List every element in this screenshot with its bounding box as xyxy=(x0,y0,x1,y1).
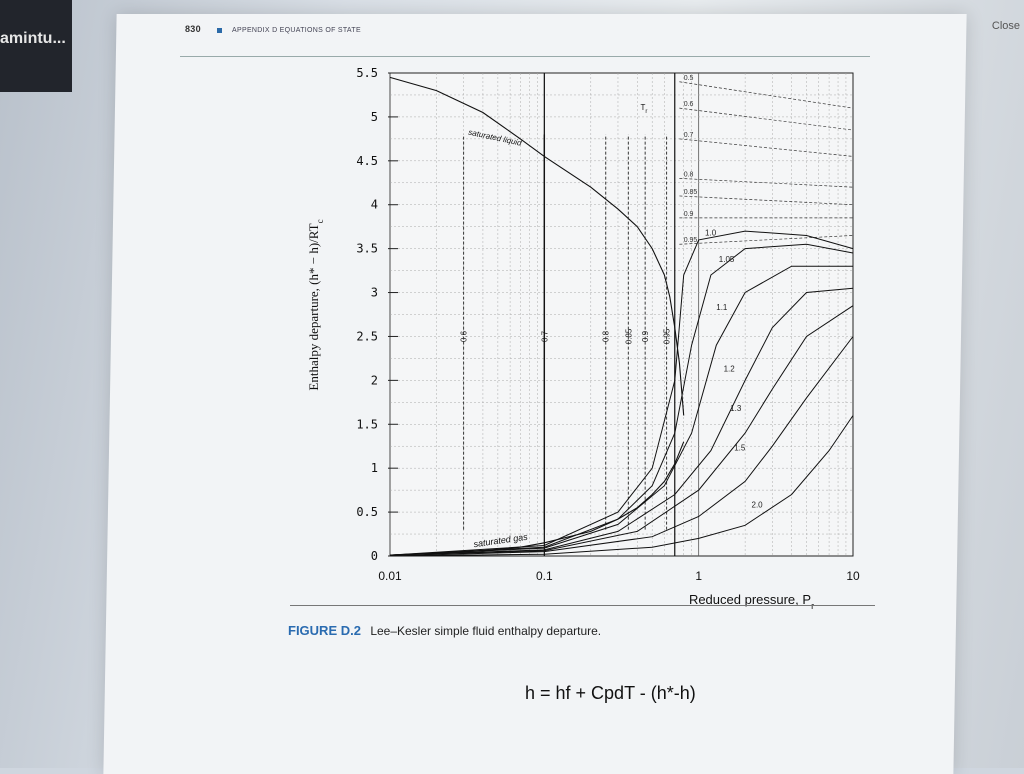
supercritical-isotherm-label: 1.2 xyxy=(724,365,736,374)
handwritten-equation: h = hf + CpdT - (h*-h) xyxy=(525,683,696,703)
y-tick-label: 2.5 xyxy=(356,329,378,343)
y-tick-label: 2 xyxy=(371,373,378,387)
liquid-isotherm-tr-0.7 xyxy=(679,138,854,157)
figure-number: FIGURE D.2 xyxy=(288,623,361,638)
isotherm-curve-tr-1.3 xyxy=(389,305,854,556)
x-tick-label: 0.01 xyxy=(378,569,402,583)
isotherm-label: 0.95 xyxy=(663,328,672,344)
liquid-isotherm-label: 0.9 xyxy=(684,211,694,218)
app-tab-label: amintu... xyxy=(0,30,66,47)
liquid-isotherm-tr-0.8 xyxy=(679,178,854,188)
supercritical-isotherm-label: 1.3 xyxy=(730,404,742,413)
isotherm-curve-tr-1.5 xyxy=(389,336,854,557)
liquid-isotherm-label: 0.85 xyxy=(684,189,698,196)
isotherm-curve-tr-1.2 xyxy=(389,287,854,556)
running-header: 830 APPENDIX D EQUATIONS OF STATE xyxy=(185,24,361,34)
liquid-isotherm-tr-0.85 xyxy=(679,195,854,206)
liquid-isotherm-tr-0.95 xyxy=(679,235,854,245)
header-square-icon xyxy=(217,27,223,33)
liquid-isotherm-tr-0.6 xyxy=(679,107,854,131)
y-tick-label: 1.5 xyxy=(356,417,378,431)
header-title: APPENDIX D EQUATIONS OF STATE xyxy=(232,27,361,34)
isotherm-curve-tr-1.0 xyxy=(389,230,854,556)
figure-caption-text: Lee–Kesler simple fluid enthalpy departu… xyxy=(370,624,602,638)
supercritical-isotherm-label: 1.05 xyxy=(719,255,735,264)
isotherm-curve-tr-1.1 xyxy=(389,265,853,556)
x-tick-label: 0.1 xyxy=(536,569,553,583)
liquid-isotherm-label: 0.7 xyxy=(684,132,694,139)
liquid-isotherm-label: 0.6 xyxy=(684,101,694,108)
page-number: 830 xyxy=(185,24,201,34)
y-tick-label: 0.5 xyxy=(356,505,378,519)
x-tick-label: 10 xyxy=(846,569,860,583)
tr-symbol: Tr xyxy=(641,103,648,115)
caption-rule xyxy=(290,605,875,606)
isotherm-curve-tr-2.0 xyxy=(389,415,854,557)
x-axis-label: Reduced pressure, Pr xyxy=(689,592,814,611)
supercritical-isotherm-label: 2.0 xyxy=(752,501,764,510)
app-tab[interactable]: amintu... xyxy=(0,0,72,92)
liquid-isotherm-label: 0.5 xyxy=(684,75,694,82)
y-tick-label: 3 xyxy=(371,286,378,300)
x-axis-label-subscript: r xyxy=(811,601,814,611)
isotherm-label: 0.6 xyxy=(460,330,469,342)
close-button[interactable]: Close xyxy=(991,20,1020,32)
x-tick-label: 1 xyxy=(695,569,702,583)
y-axis-label-subscript: c xyxy=(315,219,325,223)
supercritical-isotherm-label: 1.1 xyxy=(716,303,728,312)
saturated-liquid-curve xyxy=(389,76,685,416)
liquid-isotherm-label: 0.8 xyxy=(684,171,694,178)
y-tick-label: 0 xyxy=(371,549,378,563)
figure-caption: FIGURE D.2 Lee–Kesler simple fluid entha… xyxy=(288,623,601,638)
isotherm-label: 0.8 xyxy=(602,330,611,342)
liquid-isotherm-tr-0.5 xyxy=(679,81,854,109)
y-tick-label: 3.5 xyxy=(356,242,378,256)
tr-symbol-subscript: r xyxy=(645,109,647,115)
isotherm-curve-tr-1.05 xyxy=(389,243,854,556)
y-tick-label: 4 xyxy=(371,198,378,212)
y-axis-label: Enthalpy departure, (h* − h)/RTc xyxy=(306,219,325,390)
isotherm-label: 0.9 xyxy=(641,330,650,342)
header-rule xyxy=(180,56,870,57)
y-tick-label: 4.5 xyxy=(356,154,378,168)
y-tick-label: 5 xyxy=(371,110,378,124)
y-tick-label: 1 xyxy=(371,461,378,475)
supercritical-isotherm-label: 1.5 xyxy=(734,444,746,453)
supercritical-isotherm-label: 1.0 xyxy=(705,228,717,237)
isotherm-label: 0.85 xyxy=(624,328,633,344)
liquid-isotherm-label: 0.95 xyxy=(684,237,698,244)
y-tick-label: 5.5 xyxy=(356,66,378,80)
